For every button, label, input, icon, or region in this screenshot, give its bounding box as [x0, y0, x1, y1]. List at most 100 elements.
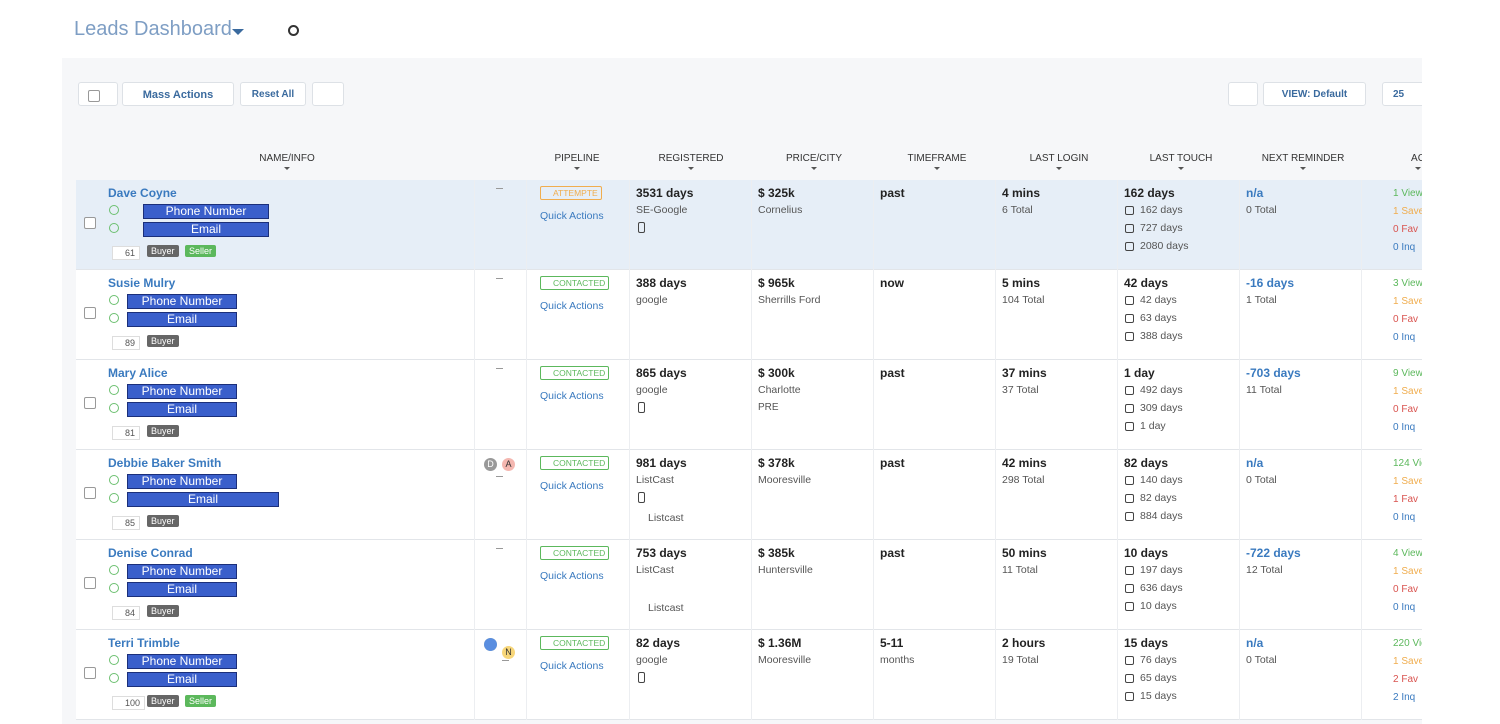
touch-icon — [1125, 314, 1134, 323]
status-ok — [109, 475, 119, 485]
activity-fav: 0 Fav — [1393, 224, 1419, 235]
column-divider — [629, 540, 630, 630]
activity-fav: 2 Fav — [1393, 674, 1419, 685]
city: Huntersville — [758, 564, 813, 576]
lead-name[interactable]: Denise Conrad — [108, 546, 193, 560]
row-checkbox[interactable] — [84, 667, 96, 679]
login-total: 11 Total — [1002, 564, 1038, 576]
column-divider — [1117, 180, 1118, 270]
timeframe: past — [880, 366, 905, 380]
touch-icon — [1125, 656, 1134, 665]
row-checkbox[interactable] — [84, 397, 96, 409]
touch-icon — [1125, 494, 1134, 503]
timeframe: now — [880, 276, 904, 290]
score: 61 — [112, 246, 141, 260]
lead-name[interactable]: Susie Mulry — [108, 276, 176, 290]
quick-actions[interactable]: Quick Actions — [540, 300, 604, 312]
row-checkbox[interactable] — [84, 487, 96, 499]
mass-actions[interactable]: Mass Actions — [122, 82, 234, 106]
lead-name[interactable]: Terri Trimble — [108, 636, 180, 650]
email-redacted: Email — [127, 402, 237, 417]
touch-email: 636 days — [1140, 582, 1183, 594]
column-divider — [474, 450, 475, 540]
column-divider — [995, 180, 996, 270]
lead-name[interactable]: Dave Coyne — [108, 186, 177, 200]
city: Mooresville — [758, 474, 812, 486]
reset-all[interactable]: Reset All — [240, 82, 306, 106]
price: $ 965k — [758, 276, 795, 290]
add-agent[interactable] — [496, 368, 503, 369]
touch-text: 15 days — [1140, 690, 1177, 702]
row-checkbox[interactable] — [84, 307, 96, 319]
view-select[interactable]: VIEW: Default — [1263, 82, 1366, 106]
city: Mooresville — [758, 654, 812, 666]
touch-call: 197 days — [1140, 564, 1183, 576]
per-page[interactable]: 25 — [1382, 82, 1422, 106]
registered: 3531 days — [636, 186, 694, 200]
lead-name[interactable]: Mary Alice — [108, 366, 168, 380]
login-total: 37 Total — [1002, 384, 1039, 396]
add-agent[interactable] — [502, 660, 509, 661]
quick-actions[interactable]: Quick Actions — [540, 210, 604, 222]
select-all[interactable] — [88, 90, 100, 102]
row-checkbox[interactable] — [84, 217, 96, 229]
last-touch: 82 days — [1124, 456, 1169, 470]
touch-email: 309 days — [1140, 402, 1183, 414]
activity-saved: 1 Saved — [1393, 206, 1422, 217]
agent-avatar: D — [484, 458, 497, 471]
select-button[interactable] — [78, 82, 118, 106]
source: SE-Google — [636, 204, 688, 216]
email-redacted: Email — [127, 582, 237, 597]
touch-icon — [1125, 674, 1134, 683]
column-divider — [873, 180, 874, 270]
lead-tag: Buyer — [147, 425, 179, 437]
touch-email: 82 days — [1140, 492, 1177, 504]
pipeline-status: CONTACTED — [540, 546, 610, 560]
timeframe: past — [880, 456, 905, 470]
lead-tag: Buyer — [147, 605, 179, 617]
title-caret[interactable] — [232, 29, 244, 41]
lead-tag: Buyer — [147, 245, 179, 257]
title[interactable]: Leads Dashboard — [74, 18, 232, 40]
activity-fav: 0 Fav — [1393, 584, 1419, 595]
column-divider — [1239, 450, 1240, 540]
email-redacted: Email — [127, 672, 237, 687]
add-agent[interactable] — [496, 476, 503, 477]
activity-inq: 0 Inq — [1393, 602, 1416, 613]
activity-fav: 0 Fav — [1393, 314, 1419, 325]
column-divider — [1361, 630, 1362, 720]
phone-redacted: Phone Number — [127, 474, 237, 489]
column-divider — [629, 270, 630, 360]
add-agent[interactable] — [496, 548, 503, 549]
column-divider — [1117, 450, 1118, 540]
reminder-total: 0 Total — [1246, 204, 1277, 216]
quick-actions[interactable]: Quick Actions — [540, 390, 604, 402]
touch-icon — [1125, 224, 1134, 233]
refresh[interactable] — [312, 82, 344, 106]
lead-name[interactable]: Debbie Baker Smith — [108, 456, 222, 470]
quick-actions[interactable]: Quick Actions — [540, 570, 604, 582]
source: google — [636, 384, 668, 396]
row-checkbox[interactable] — [84, 577, 96, 589]
add-agent[interactable] — [496, 188, 503, 189]
add-agent[interactable] — [496, 278, 503, 279]
column-divider — [751, 270, 752, 360]
touch-call: 162 days — [1140, 204, 1183, 216]
column-divider — [995, 270, 996, 360]
activity-views: 1 Views — [1393, 188, 1422, 199]
price: $ 385k — [758, 546, 795, 560]
registered: 82 days — [636, 636, 681, 650]
quick-actions[interactable]: Quick Actions — [540, 660, 604, 672]
last-login: 4 mins — [1002, 186, 1041, 200]
touch-icon — [1125, 404, 1134, 413]
lead-row: Susie Mulry Phone Number Email 89 Buyer CONTA… — [76, 270, 1422, 360]
quick-actions[interactable]: Quick Actions — [540, 480, 604, 492]
search-icon[interactable] — [288, 25, 299, 36]
print[interactable] — [1228, 82, 1258, 106]
panel: Mass Actions Reset All VIEW: Default 25 … — [62, 58, 1422, 724]
column-divider — [526, 630, 527, 720]
column-divider — [873, 630, 874, 720]
lead-row: Terri Trimble Phone Number Email 100 Buyer Se… — [76, 630, 1422, 720]
column-divider — [629, 180, 630, 270]
